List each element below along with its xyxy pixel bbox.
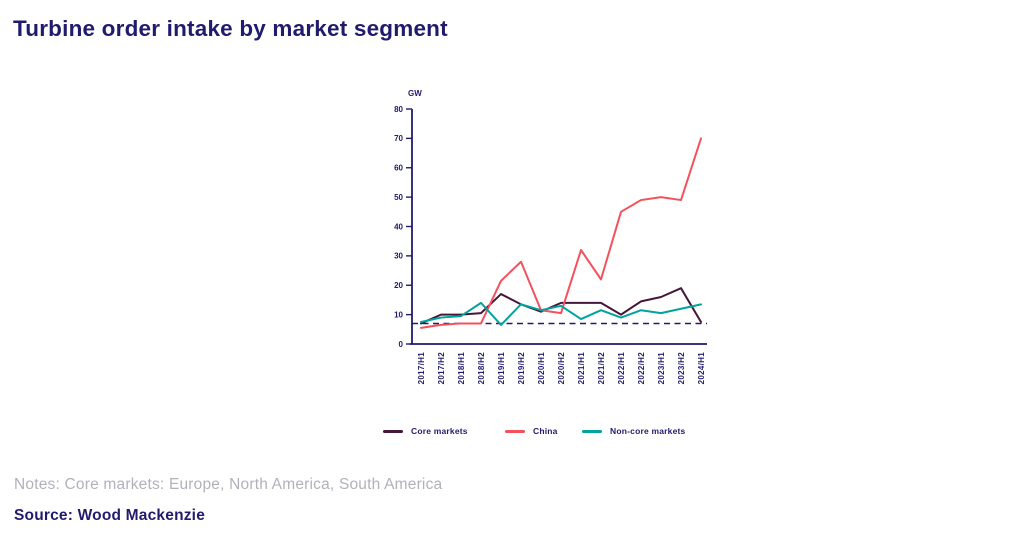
y-tick-label: 50	[394, 193, 403, 202]
legend-label-non-core-markets: Non-core markets	[610, 426, 686, 436]
non-core-markets-swatch-icon	[582, 429, 602, 433]
x-tick-label: 2020/H1	[537, 352, 546, 385]
x-tick-label: 2017/H2	[437, 352, 446, 385]
y-tick-label: 0	[399, 340, 404, 349]
y-tick-label: 70	[394, 134, 403, 143]
legend-item-core-markets: Core markets	[383, 426, 468, 436]
y-tick-label: 40	[394, 222, 403, 231]
core-markets-swatch-icon	[383, 429, 403, 433]
source-text: Source: Wood Mackenzie	[14, 507, 206, 524]
series-line-non-core-markets	[420, 301, 702, 326]
x-tick-label: 2021/H2	[597, 352, 606, 385]
legend-item-non-core-markets: Non-core markets	[582, 426, 685, 436]
y-tick-label: 20	[394, 281, 403, 290]
x-tick-label: 2022/H2	[637, 352, 646, 385]
y-tick-label: 60	[394, 164, 403, 173]
legend-item-china: China	[505, 426, 558, 436]
x-tick-label: 2017/H1	[417, 352, 426, 385]
legend-label-core-markets: Core markets	[411, 426, 468, 436]
x-tick-label: 2019/H2	[517, 352, 526, 385]
x-tick-label: 2024/H1	[697, 352, 706, 385]
x-tick-label: 2021/H1	[577, 352, 586, 385]
x-tick-label: 2019/H1	[497, 352, 506, 385]
x-tick-label: 2020/H2	[557, 352, 566, 385]
china-swatch-icon	[505, 429, 525, 433]
legend-label-china: China	[533, 426, 558, 436]
series-line-core-markets	[420, 287, 702, 325]
y-tick-label: 80	[394, 105, 403, 114]
chart-svg: GW 0 10 20 30 40 50 60 70 80 2017/H1 2017/H2 2018/H1…	[394, 89, 707, 385]
y-axis-unit-label: GW	[408, 89, 422, 98]
y-tick-label: 30	[394, 252, 403, 261]
x-tick-label: 2023/H2	[677, 352, 686, 385]
series-line-china	[420, 137, 702, 329]
x-tick-label: 2018/H1	[457, 352, 466, 385]
notes-text: Notes: Core markets: Europe, North Ameri…	[14, 476, 443, 493]
y-tick-label: 10	[394, 310, 403, 319]
x-tick-label: 2022/H1	[617, 352, 626, 385]
x-tick-label: 2018/H2	[477, 352, 486, 385]
x-tick-label: 2023/H1	[657, 352, 666, 385]
page-title: Turbine order intake by market segment	[13, 16, 448, 41]
